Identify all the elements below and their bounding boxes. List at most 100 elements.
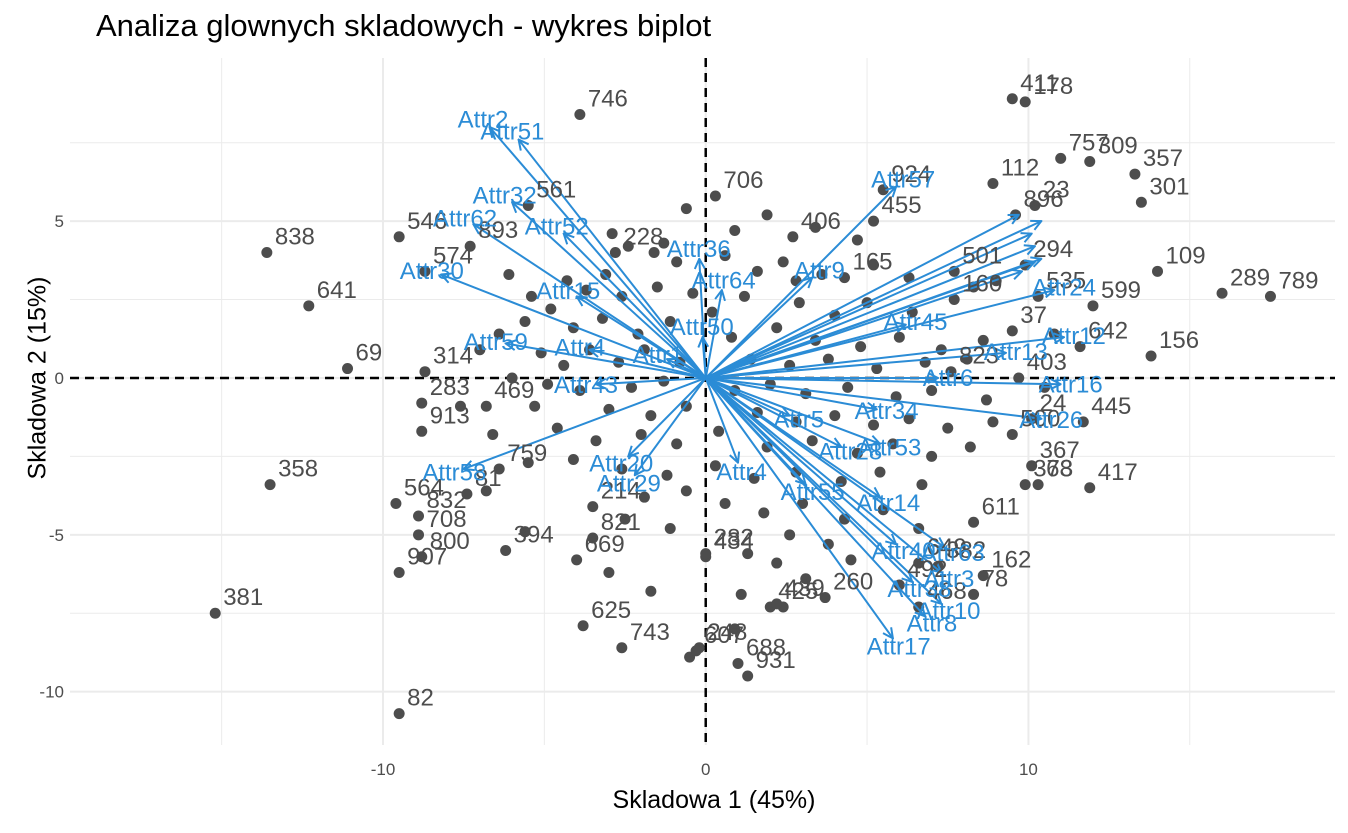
data-point (732, 657, 744, 669)
data-point (738, 290, 750, 302)
arrow-label: Attr10 (917, 598, 981, 625)
data-point (809, 221, 821, 233)
arrow-label: Attr32 (473, 183, 537, 210)
data-point (758, 507, 770, 519)
data-point (393, 708, 405, 720)
loading-arrow (705, 221, 1042, 379)
data-point (787, 231, 799, 243)
data-point (606, 228, 618, 240)
data-point (609, 246, 621, 258)
arrow-label: Attr45 (883, 309, 947, 336)
data-point (626, 381, 638, 393)
data-point (977, 570, 989, 582)
arrow-label: Attr28 (818, 439, 882, 466)
point-label: 425 (778, 578, 818, 605)
data-point (868, 259, 880, 271)
data-point (819, 592, 831, 604)
point-label: 924 (891, 161, 931, 188)
data-point (574, 385, 586, 397)
data-point (987, 416, 999, 428)
point-label: 394 (514, 522, 554, 549)
arrow-label: Attr20 (589, 451, 653, 478)
data-point (416, 551, 428, 563)
loading-arrow (667, 359, 707, 379)
point-label: 708 (427, 506, 467, 533)
arrow-label: Attr62 (433, 206, 497, 233)
point-label: 468 (927, 578, 967, 605)
loading-arrow (704, 290, 722, 379)
loading-arrow (703, 337, 706, 379)
loading-arrow (705, 187, 896, 379)
data-point (874, 466, 886, 478)
data-point (729, 225, 741, 237)
x-tick-label: 10 (1019, 760, 1038, 779)
data-point (645, 410, 657, 422)
loading-arrow (704, 377, 893, 638)
loading-arrow (705, 376, 1061, 384)
loading-arrow (705, 215, 1019, 379)
data-point (751, 265, 763, 277)
data-point (935, 344, 947, 356)
data-point (1084, 482, 1096, 494)
arrow-label: Attr8 (907, 611, 958, 638)
data-point (851, 234, 863, 246)
data-point (1135, 196, 1147, 208)
data-point (661, 469, 673, 481)
data-point (777, 256, 789, 268)
data-point (742, 670, 754, 682)
loading-arrow (704, 377, 738, 463)
data-point (1152, 265, 1164, 277)
data-point (500, 545, 512, 557)
arrow-label: Attr36 (667, 236, 731, 263)
data-point (987, 177, 999, 189)
data-point (519, 316, 531, 328)
arrow-label: Attr3 (924, 566, 975, 593)
y-tick-label: 0 (55, 369, 64, 388)
data-point (868, 215, 880, 227)
point-label: 78 (982, 565, 1009, 592)
point-label: 81 (475, 465, 502, 492)
arrow-label: Attr55 (781, 479, 845, 506)
loading-arrow (705, 290, 1055, 379)
data-point (545, 303, 557, 315)
point-label: 156 (1159, 327, 1199, 354)
data-point (945, 366, 957, 378)
data-point (264, 479, 276, 491)
data-point (558, 359, 570, 371)
data-point (587, 532, 599, 544)
point-label: 411 (1020, 70, 1058, 97)
data-point (1216, 287, 1228, 299)
point-label: 309 (1098, 133, 1138, 160)
data-point (413, 529, 425, 541)
data-point (529, 400, 541, 412)
data-point (977, 334, 989, 346)
data-point (542, 378, 554, 390)
point-label: 821 (601, 509, 641, 536)
data-point (416, 425, 428, 437)
point-label: 260 (833, 569, 873, 596)
data-point (948, 294, 960, 306)
data-point (713, 425, 725, 437)
data-point (390, 497, 402, 509)
point-label: 82 (407, 685, 434, 712)
data-point (903, 413, 915, 425)
point-label: 599 (1101, 277, 1141, 304)
point-label: 896 (1024, 186, 1064, 213)
data-point (816, 268, 828, 280)
data-point (393, 231, 405, 243)
loading-arrow (596, 376, 706, 384)
arrow-label: Attr9 (794, 258, 845, 285)
data-point (868, 419, 880, 431)
loading-arrow (512, 202, 707, 379)
data-point (571, 554, 583, 566)
data-point (493, 463, 505, 475)
arrow-label: Attr64 (692, 267, 756, 294)
data-point (829, 410, 841, 422)
data-point (393, 566, 405, 578)
loading-arrow (464, 377, 707, 469)
loading-arrow (519, 140, 707, 379)
point-label: 214 (601, 478, 641, 505)
